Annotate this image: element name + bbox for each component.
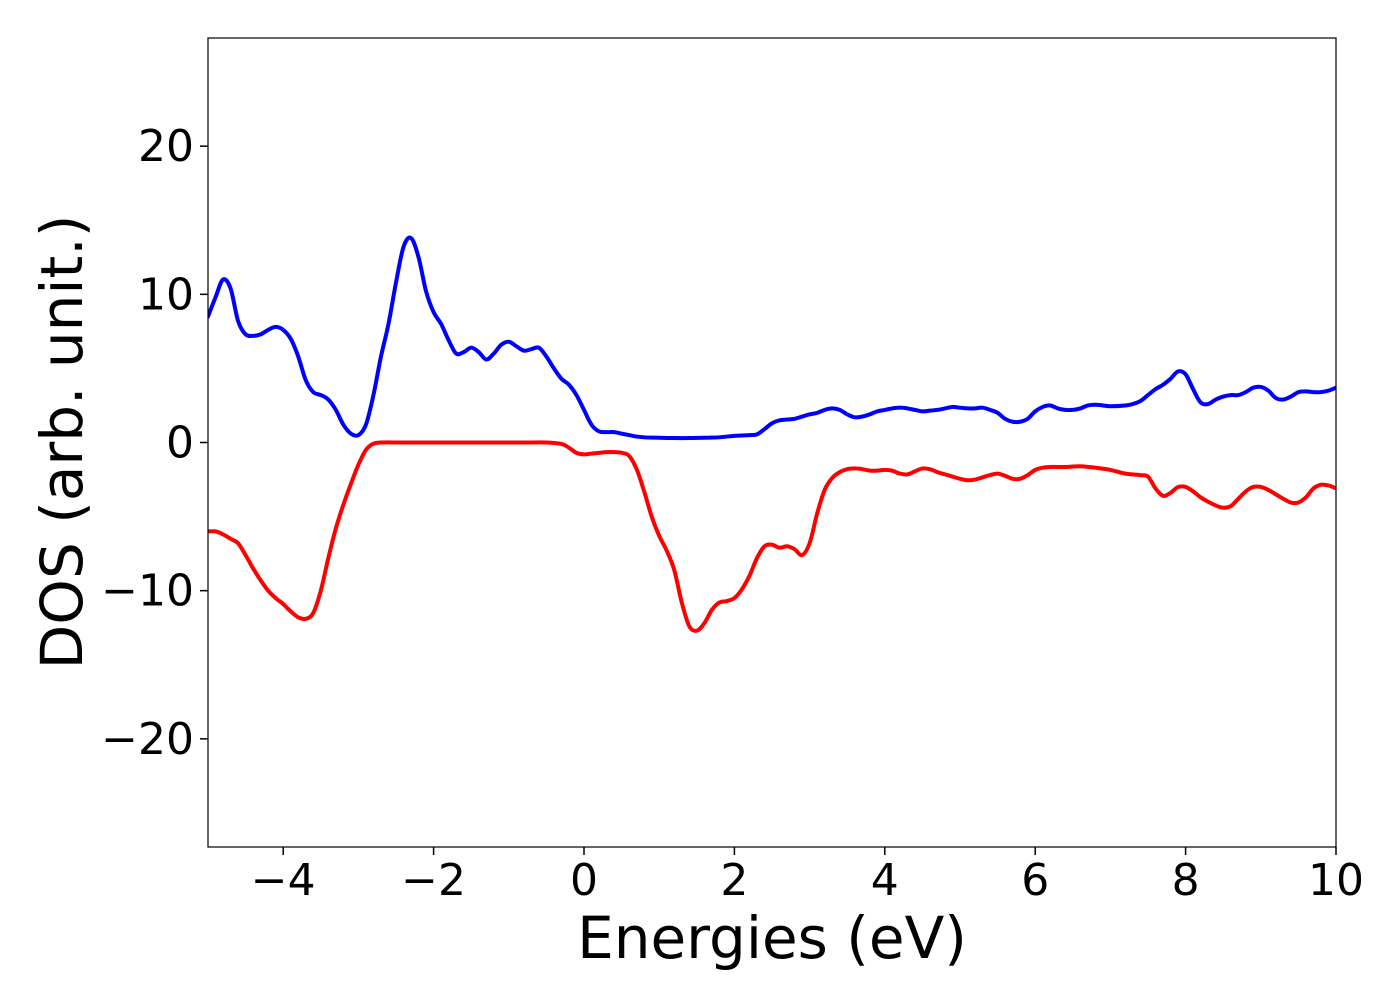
- y-tick-label: −20: [101, 714, 194, 765]
- x-tick-label: 10: [1308, 855, 1364, 906]
- y-axis-label: DOS (arb. unit.): [28, 215, 96, 670]
- x-axis-label: Energies (eV): [577, 904, 967, 972]
- y-tick-label: 20: [138, 121, 194, 172]
- y-tick-label: 0: [166, 418, 194, 469]
- x-axis: −4 −2 0 2 4 6 8 10: [251, 847, 1364, 906]
- x-tick-label: 0: [570, 855, 598, 906]
- series-layer: [208, 235, 1336, 633]
- x-tick-label: 6: [1021, 855, 1049, 906]
- y-tick-label: 10: [138, 269, 194, 320]
- x-tick-label: −4: [251, 855, 316, 906]
- series-line-2: [208, 440, 1336, 633]
- x-tick-label: −2: [401, 855, 466, 906]
- x-tick-label: 2: [720, 855, 748, 906]
- x-tick-label: 8: [1172, 855, 1200, 906]
- y-axis: −20 −10 0 10 20: [101, 121, 208, 765]
- series-line-1: [208, 235, 1336, 441]
- x-tick-label: 4: [871, 855, 899, 906]
- y-tick-label: −10: [101, 566, 194, 617]
